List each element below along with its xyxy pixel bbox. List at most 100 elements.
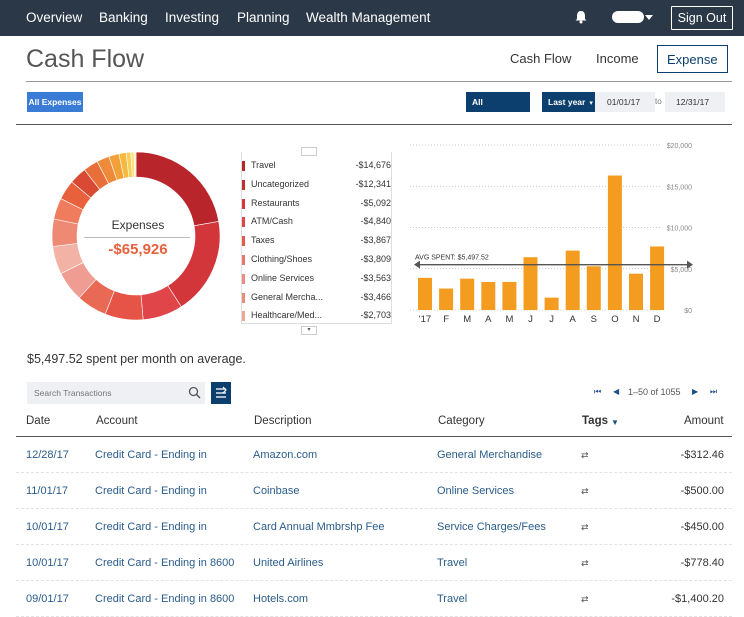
col-category[interactable]: Category [438,415,485,427]
legend-amount: -$2,703 [360,310,391,321]
legend-category: Healthcare/Med... [251,310,323,321]
legend-item[interactable]: ATM/Cash -$4,840 [242,215,392,229]
nav-wealth-management[interactable]: Wealth Management [306,10,431,25]
last-page-icon[interactable]: ⏭ [710,387,718,396]
col-date[interactable]: Date [26,415,51,427]
all-expenses-button[interactable]: All Expenses [27,92,83,112]
user-avatar[interactable] [612,11,644,23]
bar[interactable] [650,246,665,310]
bar[interactable] [502,281,517,310]
cell-amount: -$1,400.20 [671,593,724,605]
filter-button[interactable] [211,382,231,404]
bar[interactable] [629,273,643,310]
cell-category[interactable]: Travel [437,557,468,569]
col-account[interactable]: Account [96,415,138,427]
legend-item[interactable]: Travel -$14,676 [242,159,392,173]
cell-category[interactable]: Online Services [437,485,515,497]
nav-banking[interactable]: Banking [99,10,148,25]
x-tick-label: A [570,314,577,325]
donut-slice[interactable] [135,151,220,227]
tab-expense[interactable]: Expense [657,45,728,73]
cell-account: Credit Card - Ending in [95,485,207,497]
col-tags[interactable]: Tags [582,415,608,427]
prev-page-icon[interactable]: ◀ [613,387,620,396]
legend-swatch [242,217,245,228]
filter-icon [216,386,227,398]
legend-item[interactable]: Uncategorized -$12,341 [242,178,392,192]
category-legend [241,152,392,324]
chevron-down-icon[interactable]: ▼ [611,418,619,427]
next-page-icon[interactable]: ▶ [692,387,699,396]
table-row[interactable]: 11/01/17 Credit Card - Ending in Coinbase O… [16,473,732,509]
cell-description[interactable]: Hotels.com [253,593,309,605]
cell-date: 10/01/17 [26,557,69,569]
legend-scroll-down[interactable]: ▾ [301,326,317,335]
bar[interactable] [544,297,559,310]
bar[interactable] [439,288,454,310]
legend-swatch [242,198,245,209]
tab-cash-flow[interactable]: Cash Flow [510,51,572,66]
tag-icon[interactable]: ⇄ [581,450,589,460]
y-tick-label: $0 [684,308,692,315]
period-dropdown[interactable]: Last year ▾ [542,92,595,112]
nav-overview[interactable]: Overview [26,10,83,25]
tag-icon[interactable]: ⇄ [581,594,589,604]
legend-item[interactable]: Taxes -$3,867 [242,234,392,248]
date-from-field[interactable]: 01/01/17 [595,92,655,112]
y-tick-label: $20,000 [667,143,692,150]
legend-scroll-up[interactable] [301,147,317,156]
top-nav: Overview Banking Investing Planning Weal… [0,0,744,36]
date-to-field[interactable]: 12/31/17 [665,92,725,112]
nav-planning[interactable]: Planning [237,10,290,25]
legend-swatch [242,273,245,284]
x-tick-label: N [633,314,640,325]
legend-item[interactable]: General Mercha... -$3,466 [242,291,392,305]
bell-icon[interactable] [574,10,588,24]
cell-category[interactable]: Travel [437,593,468,605]
sign-out-button[interactable]: Sign Out [671,6,733,30]
cell-category[interactable]: General Merchandise [437,449,543,461]
cell-category[interactable]: Service Charges/Fees [437,521,546,533]
legend-item[interactable]: Restaurants -$5,092 [242,197,392,211]
tag-icon[interactable]: ⇄ [581,522,589,532]
first-page-icon[interactable]: ⏮ [594,387,602,396]
all-accounts-dropdown[interactable]: All Accounts ▾ [466,92,530,127]
tag-icon[interactable]: ⇄ [581,486,589,496]
chevron-down-icon: ▾ [589,100,593,107]
table-row[interactable]: 12/28/17 Credit Card - Ending in Amazon.co… [16,437,732,473]
legend-category: Clothing/Shoes [251,254,313,264]
cell-description[interactable]: Coinbase [253,485,300,497]
tab-income[interactable]: Income [596,51,639,66]
cell-description[interactable]: United Airlines [253,557,324,569]
bar[interactable] [586,266,601,310]
table-row[interactable]: 09/01/17 Credit Card - Ending in 8600 Hote… [16,581,732,617]
legend-item[interactable]: Online Services -$3,563 [242,272,392,286]
search-input[interactable] [34,385,184,401]
cell-description[interactable]: Amazon.com [253,449,318,461]
bar[interactable] [460,278,475,310]
table-row[interactable]: 10/01/17 Credit Card - Ending in Card Annu… [16,509,732,545]
legend-amount: -$4,840 [360,216,391,227]
y-tick-label: $15,000 [667,184,692,191]
bar[interactable] [565,250,580,310]
donut-slice[interactable] [133,151,137,178]
search-icon[interactable] [188,386,201,399]
col-amount[interactable]: Amount [684,415,724,427]
col-description[interactable]: Description [254,415,312,427]
cell-description[interactable]: Card Annual Mmbrshp Fee [253,521,385,533]
legend-item[interactable]: Clothing/Shoes -$3,809 [242,253,392,267]
legend-amount: -$3,466 [360,291,391,302]
table-row[interactable]: 10/01/17 Credit Card - Ending in 8600 Unit… [16,545,732,581]
tag-icon[interactable]: ⇄ [581,558,589,568]
x-tick-label: S [591,314,597,325]
bar[interactable] [607,175,622,310]
donut-slice[interactable] [167,221,221,308]
bar[interactable] [481,281,496,310]
bar[interactable] [523,257,538,310]
bar[interactable] [418,277,432,310]
nav-investing[interactable]: Investing [165,10,220,25]
divider [16,124,732,125]
legend-category: Online Services [251,272,315,283]
chevron-down-icon[interactable] [645,15,653,20]
legend-item[interactable]: Healthcare/Med... -$2,703 [242,309,392,323]
